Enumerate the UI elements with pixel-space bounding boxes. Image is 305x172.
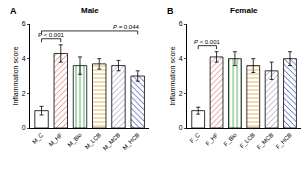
svg-text:M_MCB: M_MCB [102, 132, 122, 152]
svg-text:2: 2 [179, 90, 183, 97]
svg-text:2: 2 [22, 90, 26, 97]
svg-text:6: 6 [22, 20, 26, 27]
svg-text:0: 0 [22, 124, 26, 131]
svg-text:M_HF: M_HF [48, 132, 64, 148]
svg-text:F_Bio: F_Bio [222, 131, 238, 147]
svg-text:6: 6 [179, 20, 183, 27]
svg-text:M_HCB: M_HCB [121, 132, 140, 151]
svg-text:P < 0.001: P < 0.001 [38, 32, 65, 38]
svg-text:M_LCB: M_LCB [84, 132, 102, 150]
svg-text:P < 0.001: P < 0.001 [194, 39, 221, 45]
svg-text:A: A [10, 6, 17, 16]
svg-text:F_HF: F_HF [205, 132, 220, 147]
svg-text:Inflammation score: Inflammation score [12, 46, 19, 105]
svg-text:F_LCB: F_LCB [239, 132, 256, 149]
svg-text:M_C: M_C [31, 131, 45, 145]
svg-text:F_MCB: F_MCB [256, 132, 275, 151]
svg-text:F_C: F_C [189, 131, 202, 144]
svg-text:4: 4 [179, 55, 183, 62]
svg-text:Male: Male [81, 6, 99, 15]
svg-text:Female: Female [230, 6, 258, 15]
svg-text:M_Bio: M_Bio [67, 131, 84, 148]
svg-text:F_HCB: F_HCB [275, 132, 293, 150]
svg-text:P = 0.044: P = 0.044 [113, 24, 140, 30]
svg-text:Inflammation score: Inflammation score [169, 46, 176, 105]
svg-text:4: 4 [22, 55, 26, 62]
svg-text:B: B [167, 6, 174, 16]
svg-text:0: 0 [179, 124, 183, 131]
